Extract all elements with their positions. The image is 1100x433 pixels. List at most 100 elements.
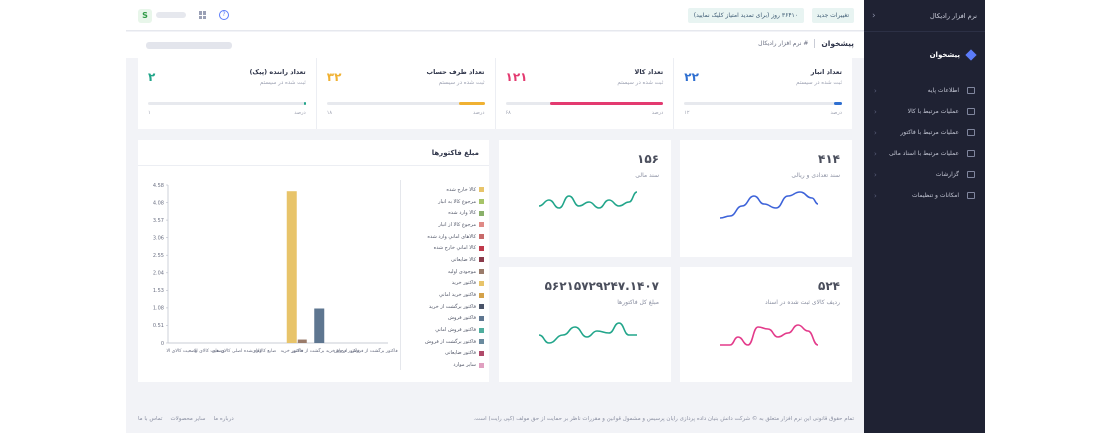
legend-label: کالا ضایعاتی [451, 256, 476, 263]
legend-item[interactable]: فاکتور فروش اماني [404, 324, 484, 336]
stat-value: ۳۲ [326, 70, 342, 84]
sidebar-item-label: عملیات مرتبط با فاکتور [900, 129, 959, 136]
legend-item[interactable]: کالاهای اماني وارد شده [404, 231, 484, 243]
legend-swatch [479, 245, 484, 251]
avatar[interactable]: S [138, 9, 152, 23]
mini-value: ۵۲۴ [818, 279, 840, 293]
menu-icon [967, 171, 975, 178]
renew-subscription-button[interactable]: ۳۶۴۱۰ روز (برای تمدید امتیاز کلیک نمایید… [687, 8, 804, 23]
legend-item[interactable]: کالا اماني خارج شده [404, 242, 484, 254]
legend-swatch [479, 292, 484, 298]
collapse-chevron-icon[interactable]: ‹ [872, 10, 876, 21]
progress-fill [549, 102, 664, 105]
y-tick-label: 3.06 [153, 235, 164, 241]
chevron-left-icon: ‹ [874, 128, 877, 137]
max-label: ۱ [148, 110, 151, 116]
products-link[interactable]: سایر محصولات [170, 416, 206, 422]
menu-icon [967, 129, 975, 136]
percent-label: درصد [830, 110, 842, 116]
blurred-info [146, 42, 232, 49]
legend-label: کالا خارج شده [446, 186, 476, 193]
breadcrumb-bar: پیشخوان # نرم افزار رادیکال [126, 32, 864, 58]
legend-item[interactable]: موجودی اولیه [404, 266, 484, 278]
x-tick-label: فاکتور خرید [281, 348, 303, 354]
legend-swatch [479, 222, 484, 228]
sidebar-brand: نرم افزار رادیکال ‹ [864, 0, 985, 32]
legend-item[interactable]: مرجوع کالا از انبار [404, 219, 484, 231]
percent-label: درصد [651, 110, 664, 116]
legend-swatch [479, 339, 484, 345]
sidebar-item-dashboard[interactable]: پیشخوان [864, 44, 985, 66]
legend-label: فاکتور خرید [451, 280, 476, 287]
mini-card-invoice-total: ۵۶۲۱۵۷۲۹۲۴۷.۱۴۰۷ مبلغ کل فاکتورها [499, 267, 671, 382]
bar-chart: 4.584.083.573.062.552.041.531.080.510وضع… [153, 183, 398, 354]
progress-track [148, 102, 306, 105]
chevron-left-icon: ‹ [874, 86, 877, 95]
sidebar-item[interactable]: عملیات مرتبط با اسناد مالی ‹ [864, 143, 985, 164]
chevron-left-icon: ‹ [874, 149, 877, 158]
legend-label: فاکتور فروش اماني [435, 327, 476, 334]
apps-grid-icon[interactable] [199, 11, 207, 19]
legend-swatch [479, 269, 484, 275]
legend-item[interactable]: فاکتور ضایعاتی [404, 348, 484, 360]
brand-name: نرم افزار رادیکال [930, 11, 977, 20]
stat-value: ۲ [148, 70, 156, 84]
sidebar-item[interactable]: اطلاعات پایه ‹ [864, 80, 985, 101]
legend-swatch [479, 210, 484, 216]
x-tick-label: وضعیت کالای الا [194, 348, 225, 354]
stat-name: تعداد راننده (پیک) [249, 68, 306, 76]
legend-label: کالاهای اماني وارد شده [427, 233, 476, 240]
mini-label: سند مالی [635, 172, 659, 179]
sidebar-item[interactable]: عملیات مرتبط با کالا ‹ [864, 101, 985, 122]
about-link[interactable]: درباره ما [213, 416, 234, 422]
stat-card: تعداد راننده (پیک) ثبت شده در سیستم ۲ درصد ۱ [138, 58, 316, 129]
legend-item[interactable]: فاکتور برگشت از خرید [404, 301, 484, 313]
stat-card: تعداد انبار ثبت شده در سیستم ۲۲ درصد ۱۲ [673, 58, 852, 129]
legend-item[interactable]: کالا خارج شده [404, 184, 484, 196]
y-tick-label: 1.53 [153, 288, 164, 294]
legend-item[interactable]: فاکتور برگشت از فروش [404, 336, 484, 348]
bar [314, 308, 325, 343]
chevron-left-icon: ‹ [874, 191, 877, 200]
y-tick-label: 4.08 [153, 200, 164, 206]
legend-label: فاکتور خرید اماني [439, 292, 476, 299]
legend-item[interactable]: سایر موارد [404, 359, 484, 371]
stat-subtitle: ثبت شده در سیستم [259, 80, 306, 86]
legend-swatch [479, 280, 484, 286]
legend-item[interactable]: فاکتور خرید [404, 278, 484, 290]
legend-item[interactable]: مرجوع کالا به انبار [404, 196, 484, 208]
legend-swatch [479, 327, 484, 333]
chevron-left-icon: ‹ [874, 107, 877, 116]
new-changes-button[interactable]: تغییرات جدید [811, 8, 854, 23]
legend-item[interactable]: کالا ضایعاتی [404, 254, 484, 266]
legend-swatch [479, 257, 484, 263]
stat-subtitle: ثبت شده در سیستم [796, 80, 842, 86]
legend-swatch [479, 315, 484, 321]
sparkline [539, 322, 637, 344]
invoice-amount-chart-card: مبلغ فاکتورها 4.58 4.08 3.57 3.06 2.55 2.04 1.… [138, 140, 489, 382]
legend-item[interactable]: فاکتور خرید اماني [404, 289, 484, 301]
user-name-blurred[interactable] [156, 12, 186, 18]
help-icon[interactable]: ? [219, 10, 229, 20]
stat-name: تعداد طرف حساب [426, 68, 485, 76]
contact-link[interactable]: تماس با ما [138, 416, 163, 422]
divider [400, 180, 401, 370]
progress-track [684, 102, 842, 105]
sidebar-item[interactable]: امکانات و تنظیمات ‹ [864, 185, 985, 206]
y-tick-label: 2.04 [153, 271, 164, 277]
sparkline-path [539, 322, 637, 344]
bar [286, 191, 297, 343]
legend-item[interactable]: فاکتور فروش [404, 313, 484, 325]
stat-card: تعداد کالا ثبت شده در سیستم ۱۲۱ درصد ۶۸ [494, 58, 674, 129]
copyright-text: تمام حقوق قانونی این نرم افزار متعلق به … [473, 416, 854, 422]
chevron-left-icon: ‹ [874, 170, 877, 179]
breadcrumb-path[interactable]: # نرم افزار رادیکال [758, 40, 809, 47]
y-tick-label: 4.58 [153, 183, 164, 189]
menu-icon [967, 108, 975, 115]
stats-row: تعداد انبار ثبت شده در سیستم ۲۲ درصد ۱۲ تعداد… [138, 58, 852, 129]
mini-label: مبلغ کل فاکتورها [617, 299, 659, 306]
mini-value: ۱۵۶ [637, 152, 659, 166]
sidebar-item[interactable]: عملیات مرتبط با فاکتور ‹ [864, 122, 985, 143]
sidebar-item[interactable]: گزارشات ‹ [864, 164, 985, 185]
legend-item[interactable]: کالا وارد شده [404, 207, 484, 219]
